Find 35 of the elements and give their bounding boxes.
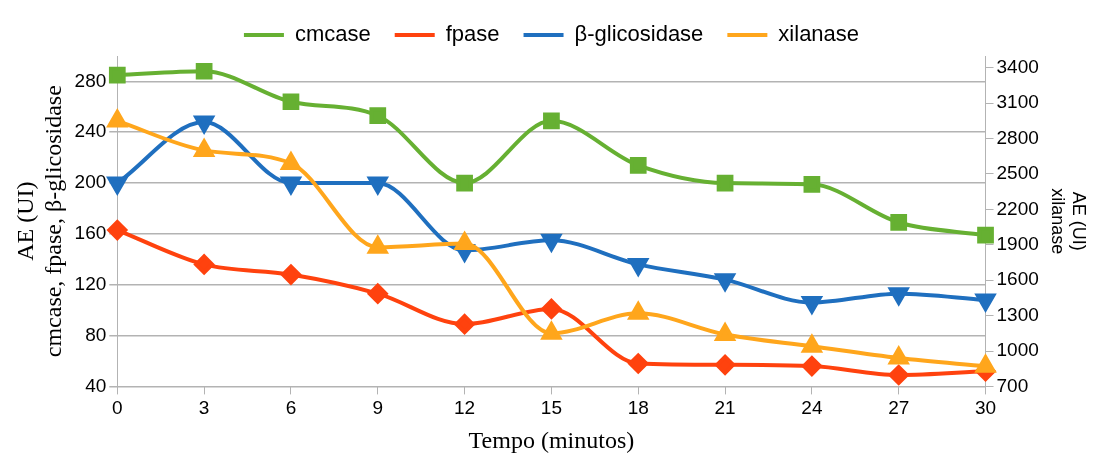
y-tick-label: 40 <box>85 374 107 396</box>
y2-axis-title: AE (UI) xilanase <box>1047 188 1090 255</box>
y2-tick-label: 1000 <box>996 339 1039 361</box>
legend-label: β-glicosidase <box>574 21 704 47</box>
y-tick-label: 120 <box>74 272 107 294</box>
legend-label: fpase <box>445 21 500 47</box>
x-tick-label: 3 <box>198 397 210 419</box>
x-tick-label: 21 <box>714 397 736 419</box>
y2-tick-label: 700 <box>996 374 1029 396</box>
y-axis-title: AE (UI) cmcase, fpase, β-glicosidase <box>11 85 67 358</box>
y-tick-label: 280 <box>74 69 107 91</box>
x-tick-label: 9 <box>372 397 384 419</box>
y-tick-label: 80 <box>85 323 107 345</box>
y2-tick-label: 2200 <box>996 197 1039 219</box>
y-tick-label: 200 <box>74 171 107 193</box>
legend-label: cmcase <box>294 21 371 47</box>
y2-tick-label: 1900 <box>996 233 1039 255</box>
x-tick-label: 24 <box>801 397 823 419</box>
y2-tick-label: 3100 <box>996 91 1039 113</box>
legend-label: xilanase <box>778 21 860 47</box>
y2-tick-label: 1600 <box>996 268 1039 290</box>
y-tick-label: 240 <box>74 120 107 142</box>
x-tick-label: 15 <box>540 397 562 419</box>
y2-tick-label: 3400 <box>996 56 1039 78</box>
x-tick-label: 27 <box>888 397 910 419</box>
x-tick-label: 18 <box>627 397 649 419</box>
x-tick-label: 0 <box>112 397 123 419</box>
y-tick-label: 160 <box>74 222 107 244</box>
x-tick-label: 12 <box>454 397 476 419</box>
y2-tick-label: 2800 <box>996 126 1039 148</box>
x-tick-label: 6 <box>285 397 297 419</box>
y2-tick-label: 2500 <box>996 162 1039 184</box>
x-tick-label: 30 <box>974 397 997 419</box>
x-axis-title: Tempo (minutos) <box>468 426 635 453</box>
y2-tick-label: 1300 <box>996 303 1039 325</box>
